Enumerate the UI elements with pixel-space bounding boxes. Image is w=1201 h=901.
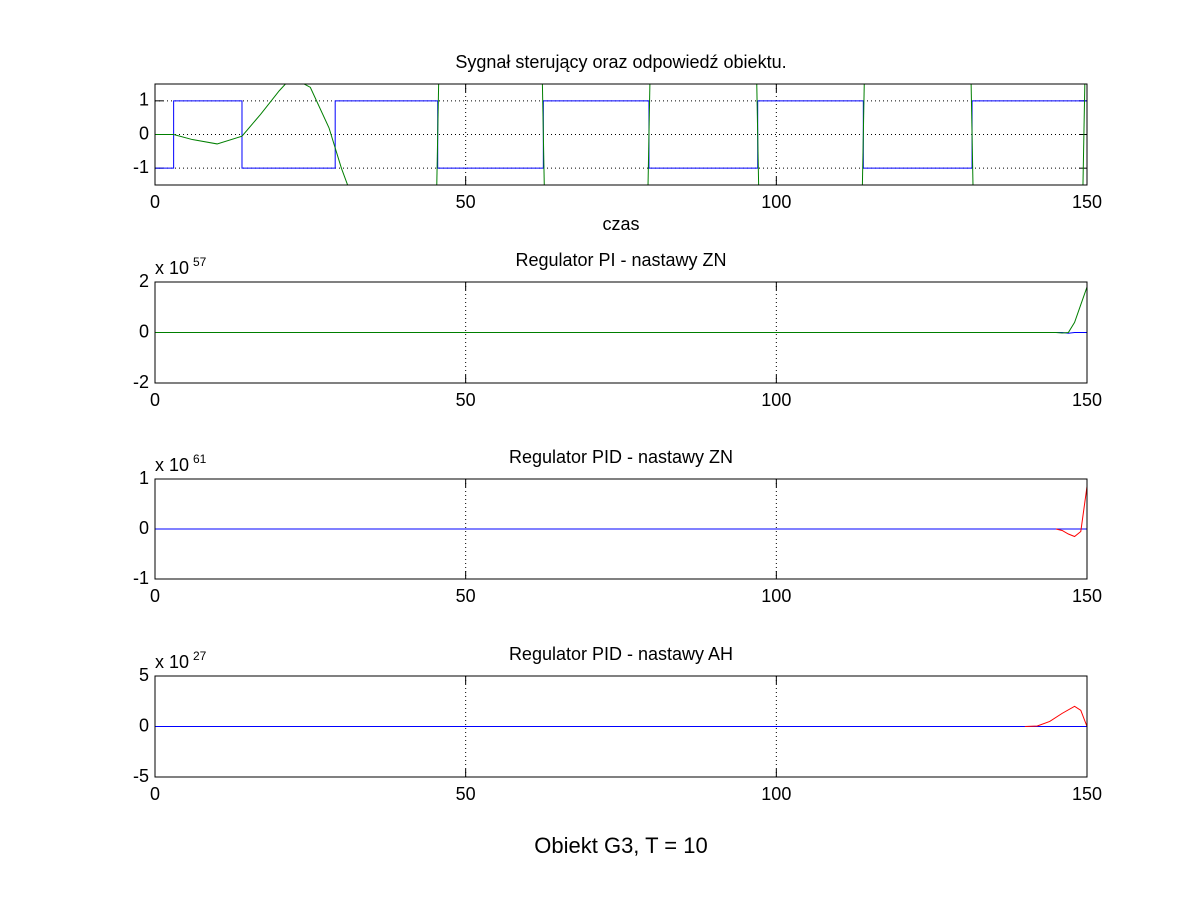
chart-title: Regulator PID - nastawy ZN (509, 447, 733, 467)
x-tick-label: 100 (761, 784, 791, 804)
y-tick-label: -2 (133, 372, 149, 392)
x-tick-label: 150 (1072, 784, 1102, 804)
y-tick-label: -5 (133, 766, 149, 786)
y-multiplier-exponent: 61 (193, 452, 207, 466)
axes-frame (154, 675, 1088, 778)
series-line (970, 84, 974, 185)
series-line (861, 84, 865, 185)
x-axis-label: Obiekt G3, T = 10 (534, 833, 707, 858)
x-tick-label: 100 (761, 586, 791, 606)
axes-frame (154, 281, 1088, 384)
series-line (756, 84, 760, 185)
y-tick-label: 0 (139, 518, 149, 538)
series-line (541, 84, 545, 185)
series-line (436, 84, 440, 185)
chart-title: Regulator PID - nastawy AH (509, 644, 733, 664)
series-line (155, 84, 349, 185)
y-tick-label: 0 (139, 715, 149, 735)
x-tick-label: 50 (456, 390, 476, 410)
x-tick-label: 150 (1072, 586, 1102, 606)
y-multiplier: x 10 (155, 258, 189, 278)
axes-frame (154, 83, 1088, 186)
series-line (1055, 486, 1087, 538)
y-multiplier: x 10 (155, 455, 189, 475)
x-tick-label: 150 (1072, 192, 1102, 212)
x-tick-label: 50 (456, 586, 476, 606)
y-tick-label: 0 (139, 321, 149, 341)
y-tick-label: -1 (133, 568, 149, 588)
x-tick-label: 50 (456, 192, 476, 212)
chart-title: Sygnał sterujący oraz odpowiedź obiektu. (455, 52, 786, 72)
chart-title: Regulator PI - nastawy ZN (515, 250, 726, 270)
series-line (1082, 84, 1086, 185)
y-multiplier-exponent: 57 (193, 255, 207, 269)
x-tick-label: 0 (150, 192, 160, 212)
series-line (647, 84, 651, 185)
series-line (1024, 705, 1087, 727)
x-axis-label: czas (602, 214, 639, 234)
y-tick-label: 2 (139, 271, 149, 291)
x-tick-label: 100 (761, 192, 791, 212)
x-tick-label: 150 (1072, 390, 1102, 410)
y-tick-label: 1 (139, 468, 149, 488)
y-tick-label: 1 (139, 90, 149, 110)
y-tick-label: -1 (133, 157, 149, 177)
axes-frame (154, 478, 1088, 580)
y-tick-label: 5 (139, 665, 149, 685)
x-tick-label: 100 (761, 390, 791, 410)
x-tick-label: 0 (150, 784, 160, 804)
y-multiplier-exponent: 27 (193, 649, 207, 663)
x-tick-label: 0 (150, 586, 160, 606)
y-multiplier: x 10 (155, 652, 189, 672)
series-line (155, 286, 1087, 334)
x-tick-label: 50 (456, 784, 476, 804)
x-tick-label: 0 (150, 390, 160, 410)
y-tick-label: 0 (139, 123, 149, 143)
